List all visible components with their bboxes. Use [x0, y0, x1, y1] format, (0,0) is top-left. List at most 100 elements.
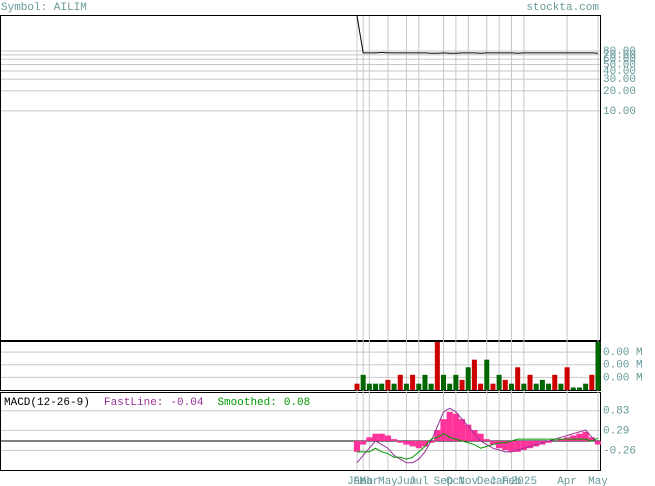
volume-bar — [379, 383, 385, 390]
x-tick-label: Oct — [446, 476, 466, 486]
legend-value: 0.08 — [284, 397, 310, 409]
site: stockta.com — [526, 2, 599, 14]
y-tick-label: -0.26 — [603, 445, 636, 457]
x-tick-label: May — [588, 476, 608, 486]
x-tick-label: Jul — [409, 476, 429, 486]
volume-bar — [558, 383, 564, 390]
volume-bar — [391, 383, 397, 390]
price-panel — [0, 15, 601, 341]
y-tick-label: 0.00 M — [603, 372, 643, 384]
y-tick-label: 70.00 — [603, 50, 636, 62]
histogram-bar — [403, 440, 410, 445]
x-tick-label: Sep — [434, 476, 454, 486]
volume-bar — [410, 374, 416, 390]
volume-bar — [441, 374, 447, 390]
volume-bar — [428, 383, 434, 390]
volume-bar — [453, 374, 459, 390]
volume-bar — [564, 367, 570, 390]
legend-name: Smoothed: — [217, 397, 276, 409]
volume-bar — [447, 383, 453, 390]
histogram-bar — [372, 433, 379, 441]
x-tick-label: Jun — [397, 476, 417, 486]
histogram-bar — [415, 440, 422, 449]
volume-bar — [583, 383, 589, 390]
volume-bar — [354, 383, 360, 390]
y-tick-label: 0.29 — [603, 425, 629, 437]
legend-name: FastLine: — [104, 397, 163, 409]
y-tick-label: 30.00 — [603, 74, 636, 86]
volume-bar — [484, 359, 490, 390]
y-tick-label: 80.00 — [603, 46, 636, 58]
histogram-bar — [570, 435, 577, 441]
y-tick-label: 40.00 — [603, 66, 636, 78]
volume-bar — [416, 383, 422, 390]
volume-bar — [459, 379, 465, 390]
x-tick-label: Jan — [347, 476, 367, 486]
histogram-bar — [446, 411, 453, 441]
macd-panel — [0, 392, 601, 471]
volume-bar — [552, 374, 558, 390]
volume-bar — [471, 359, 477, 390]
symbol: Symbol: AILIM — [1, 2, 87, 14]
y-tick-label: 60.00 — [603, 54, 636, 66]
volume-bar — [422, 374, 428, 390]
volume-bar — [589, 374, 595, 390]
volume-bar — [527, 374, 533, 390]
x-tick-label: May — [378, 476, 398, 486]
y-tick-label: 0.83 — [603, 406, 629, 418]
histogram-bar — [594, 440, 602, 445]
volume-bar — [496, 374, 502, 390]
volume-bar — [478, 383, 484, 390]
volume-bar — [570, 387, 576, 390]
histogram-bar — [409, 440, 416, 447]
volume-bar — [515, 367, 521, 390]
volume-bar — [490, 383, 496, 390]
histogram-bar — [526, 440, 534, 449]
y-tick-label: 10.00 — [603, 106, 636, 118]
x-tick-label: Nov — [458, 476, 478, 486]
price-line — [356, 15, 599, 54]
histogram-bar — [502, 440, 509, 451]
y-tick-label: 20.00 — [603, 86, 636, 98]
y-tick-label: 0.00 M — [603, 360, 643, 372]
histogram-bar — [588, 437, 595, 441]
x-tick-label: Mar — [359, 476, 379, 486]
histogram-bar — [360, 440, 367, 445]
volume-bar — [366, 383, 372, 390]
y-tick-label: 0.00 M — [603, 347, 643, 359]
volume-bar — [397, 374, 403, 390]
histogram-bar — [465, 424, 472, 441]
histogram-bar — [557, 439, 565, 441]
histogram-bar — [576, 433, 583, 441]
x-tick-label: Apr — [557, 476, 577, 486]
x-tick-label: Feb — [353, 476, 373, 486]
volume-bar — [385, 379, 391, 390]
macd-line — [357, 433, 599, 460]
histogram-bar — [477, 433, 484, 441]
x-tick-label: Feb — [502, 476, 522, 486]
histogram-bar — [353, 440, 361, 452]
volume-bar — [502, 379, 508, 390]
histogram-bar — [483, 439, 490, 441]
volume-bar — [533, 383, 539, 390]
legend-value: -0.04 — [170, 397, 203, 409]
histogram-bar — [421, 440, 429, 447]
histogram-bar — [366, 437, 373, 441]
histogram-bar — [452, 413, 459, 441]
volume-bar — [539, 379, 545, 390]
histogram-bar — [397, 440, 404, 443]
volume-bar — [360, 374, 366, 390]
histogram-bar — [514, 440, 521, 452]
volume-bar — [521, 383, 527, 390]
histogram-bar — [458, 419, 466, 441]
histogram-bar — [434, 430, 441, 441]
volume-bar — [576, 387, 582, 390]
histogram-bar — [489, 440, 497, 445]
histogram-bar — [440, 419, 447, 441]
x-tick-label: Jan — [489, 476, 509, 486]
volume-bar — [595, 342, 601, 390]
x-tick-label: Dec — [477, 476, 497, 486]
histogram-bar — [390, 439, 398, 441]
